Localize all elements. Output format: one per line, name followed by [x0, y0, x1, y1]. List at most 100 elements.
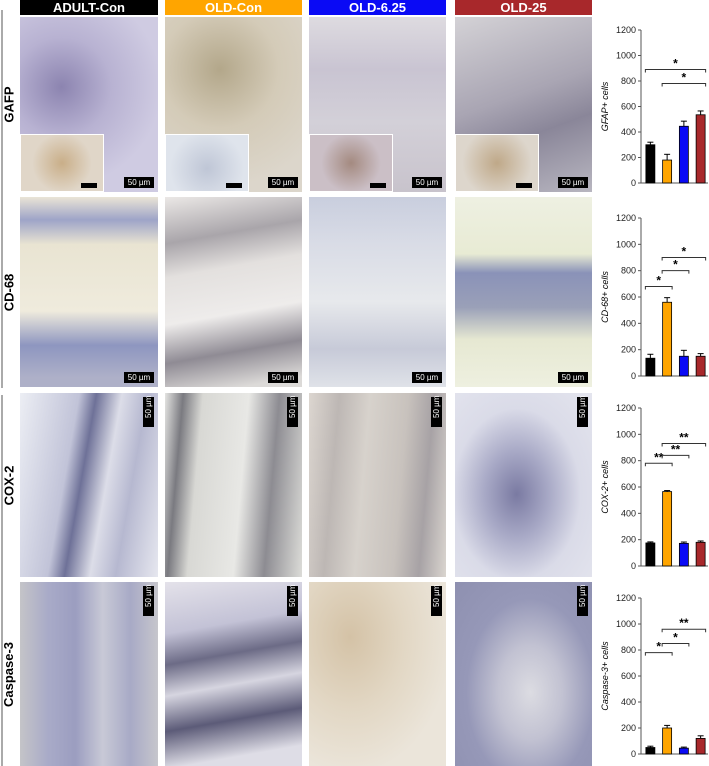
micrograph-cox2-old-25: 50 µm	[455, 393, 592, 577]
bar-chart-caspase3: Caspase-3+ cells 0 200 400 600 800 1000 1200 * * *…	[598, 578, 709, 766]
micrograph-caspase3-old-con: 50 µm	[165, 582, 302, 766]
y-tick-label: 1000	[616, 239, 636, 249]
micrograph-cd68-adult-con: 50 µm	[20, 197, 158, 387]
scale-bar: 50 µm	[558, 177, 588, 188]
bar-old-25	[695, 355, 706, 377]
row-label-caspase3: Caspase-3	[1, 641, 17, 707]
micrograph-cd68-old-25: 50 µm	[455, 197, 592, 387]
bar-old-25	[695, 541, 706, 567]
scale-bar: 50 µm	[143, 585, 154, 616]
scale-bar: 50 µm	[412, 177, 442, 188]
micrograph-cox2-old-6-25: 50 µm	[309, 393, 446, 577]
y-tick-label: 400	[621, 127, 636, 137]
bar-old-con	[662, 159, 673, 184]
significance-bracket	[661, 628, 707, 633]
header-old-6-25: OLD-6.25	[309, 0, 446, 15]
significance-marker: **	[679, 616, 689, 630]
significance-bracket	[661, 454, 690, 459]
significance-marker: *	[673, 57, 678, 71]
y-tick-label: 200	[621, 535, 636, 545]
bar-old-6-25	[678, 125, 689, 184]
y-axis-label: CD-68+ cells	[600, 271, 610, 323]
y-tick-label: 1000	[616, 51, 636, 61]
y-tick-label: 0	[631, 561, 636, 571]
scale-bar: 50 µm	[412, 372, 442, 383]
significance-marker: *	[673, 258, 678, 272]
micrograph-gfap-old-6-25: 50 µm	[309, 17, 446, 192]
y-tick-label: 200	[621, 153, 636, 163]
bar-old-con	[662, 727, 673, 755]
y-tick-label: 800	[621, 266, 636, 276]
bar-old-25	[695, 114, 706, 184]
scale-bar: 50 µm	[431, 396, 442, 427]
bar-old-con	[662, 301, 673, 377]
micrograph-gfap-old-25: 50 µm	[455, 17, 592, 192]
y-tick-label: 400	[621, 318, 636, 328]
y-tick-label: 600	[621, 102, 636, 112]
y-tick-label: 1200	[616, 213, 636, 223]
inset-micrograph	[165, 134, 249, 192]
row-divider-line	[1, 395, 3, 766]
significance-marker: *	[656, 273, 661, 287]
inset-micrograph	[20, 134, 104, 192]
inset-scale-bar	[81, 183, 97, 188]
y-tick-label: 1000	[616, 429, 636, 439]
y-tick-label: 1000	[616, 619, 636, 629]
inset-micrograph	[309, 134, 393, 192]
y-axis-label: COX-2+ cells	[600, 460, 610, 514]
scale-bar: 50 µm	[287, 585, 298, 616]
significance-bracket	[644, 462, 673, 467]
y-tick-label: 200	[621, 723, 636, 733]
header-old-con: OLD-Con	[165, 0, 302, 15]
bar-chart-cox2: COX-2+ cells 0 200 400 600 800 1000 1200 ** ** **	[598, 388, 709, 578]
y-tick-label: 600	[621, 292, 636, 302]
y-tick-label: 800	[621, 456, 636, 466]
y-tick-label: 1200	[616, 593, 636, 603]
row-label-gfap: GAFP	[1, 86, 17, 123]
scale-bar: 50 µm	[558, 372, 588, 383]
row-label-cox2: COX-2	[1, 465, 17, 505]
bar-old-6-25	[678, 355, 689, 377]
scale-bar: 50 µm	[124, 372, 154, 383]
micrograph-cox2-old-con: 50 µm	[165, 393, 302, 577]
inset-scale-bar	[370, 183, 386, 188]
header-old-25: OLD-25	[455, 0, 592, 15]
y-tick-label: 400	[621, 697, 636, 707]
y-axis-label: Caspase-3+ cells	[600, 641, 610, 711]
significance-marker: *	[682, 245, 687, 259]
micrograph-cd68-old-con: 50 µm	[165, 197, 302, 387]
micrograph-caspase3-old-25: 50 µm	[455, 582, 592, 766]
bar-adult-con	[645, 144, 656, 184]
bar-old-6-25	[678, 542, 689, 567]
significance-bracket	[661, 83, 707, 87]
significance-marker: **	[679, 431, 689, 445]
inset-scale-bar	[516, 183, 532, 188]
y-tick-label: 800	[621, 76, 636, 86]
y-tick-label: 0	[631, 749, 636, 759]
inset-micrograph	[455, 134, 539, 192]
y-tick-label: 600	[621, 671, 636, 681]
y-axis-label: GFAP+ cells	[600, 81, 610, 131]
scale-bar: 50 µm	[287, 396, 298, 427]
significance-bracket	[661, 643, 690, 647]
micrograph-gfap-adult-con: 50 µm	[20, 17, 158, 192]
bar-old-con	[662, 491, 673, 567]
micrograph-caspase3-adult-con: 50 µm	[20, 582, 158, 766]
significance-bracket	[644, 285, 673, 290]
bar-adult-con	[645, 542, 656, 567]
significance-marker: *	[673, 631, 678, 645]
significance-bracket	[661, 443, 707, 447]
significance-marker: *	[682, 71, 687, 85]
bar-old-6-25	[678, 747, 689, 755]
significance-bracket	[661, 257, 707, 261]
scale-bar: 50 µm	[268, 177, 298, 188]
y-tick-label: 1200	[616, 403, 636, 413]
significance-bracket	[644, 652, 673, 656]
y-tick-label: 200	[621, 345, 636, 355]
y-tick-label: 600	[621, 482, 636, 492]
scale-bar: 50 µm	[577, 585, 588, 616]
bar-adult-con	[645, 357, 656, 377]
y-tick-label: 800	[621, 645, 636, 655]
row-label-cd68: CD-68	[1, 273, 17, 311]
micrograph-gfap-old-con: 50 µm	[165, 17, 302, 192]
